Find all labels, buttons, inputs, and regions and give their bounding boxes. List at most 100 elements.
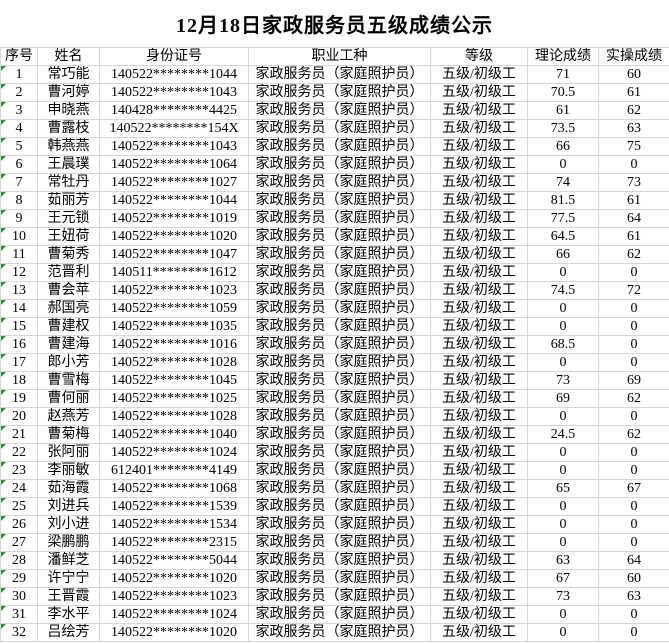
- level-cell[interactable]: 五级/初级工: [430, 587, 528, 606]
- occupation-cell[interactable]: 家政服务员（家庭照护员）: [248, 479, 431, 498]
- theory-score-cell[interactable]: 0: [527, 515, 599, 534]
- row-number-cell[interactable]: 14: [0, 299, 38, 318]
- name-cell[interactable]: 许宁宁: [37, 569, 100, 588]
- name-cell[interactable]: 曹菊秀: [37, 245, 100, 264]
- practical-score-cell[interactable]: 0: [598, 407, 669, 426]
- theory-score-cell[interactable]: 63: [527, 551, 599, 570]
- theory-score-cell[interactable]: 70.5: [527, 83, 599, 102]
- id-number-cell[interactable]: 140522********1068: [99, 479, 249, 498]
- name-cell[interactable]: 茹海霞: [37, 479, 100, 498]
- theory-score-cell[interactable]: 0: [527, 353, 599, 372]
- practical-score-cell[interactable]: 0: [598, 623, 669, 642]
- theory-score-cell[interactable]: 0: [527, 317, 599, 336]
- practical-score-cell[interactable]: 0: [598, 461, 669, 480]
- occupation-cell[interactable]: 家政服务员（家庭照护员）: [248, 515, 431, 534]
- occupation-cell[interactable]: 家政服务员（家庭照护员）: [248, 443, 431, 462]
- id-number-cell[interactable]: 140522********1019: [99, 209, 249, 228]
- row-number-cell[interactable]: 13: [0, 281, 38, 300]
- level-cell[interactable]: 五级/初级工: [430, 425, 528, 444]
- theory-score-cell[interactable]: 64.5: [527, 227, 599, 246]
- name-cell[interactable]: 赵燕芳: [37, 407, 100, 426]
- id-number-cell[interactable]: 140522********5044: [99, 551, 249, 570]
- level-cell[interactable]: 五级/初级工: [430, 83, 528, 102]
- practical-score-cell[interactable]: 0: [598, 299, 669, 318]
- id-number-cell[interactable]: 140522********154X: [99, 119, 249, 138]
- practical-score-cell[interactable]: 61: [598, 83, 669, 102]
- column-header-practical-score[interactable]: 实操成绩: [598, 47, 669, 66]
- level-cell[interactable]: 五级/初级工: [430, 317, 528, 336]
- occupation-cell[interactable]: 家政服务员（家庭照护员）: [248, 623, 431, 642]
- occupation-cell[interactable]: 家政服务员（家庭照护员）: [248, 119, 431, 138]
- id-number-cell[interactable]: 612401********4149: [99, 461, 249, 480]
- level-cell[interactable]: 五级/初级工: [430, 101, 528, 120]
- row-number-cell[interactable]: 15: [0, 317, 38, 336]
- occupation-cell[interactable]: 家政服务员（家庭照护员）: [248, 317, 431, 336]
- name-cell[interactable]: 梁鹏鹏: [37, 533, 100, 552]
- row-number-cell[interactable]: 21: [0, 425, 38, 444]
- name-cell[interactable]: 刘进兵: [37, 497, 100, 516]
- theory-score-cell[interactable]: 73: [527, 371, 599, 390]
- level-cell[interactable]: 五级/初级工: [430, 119, 528, 138]
- row-number-cell[interactable]: 11: [0, 245, 38, 264]
- name-cell[interactable]: 曹会苹: [37, 281, 100, 300]
- occupation-cell[interactable]: 家政服务员（家庭照护员）: [248, 497, 431, 516]
- column-header-id-number[interactable]: 身份证号: [99, 47, 249, 66]
- level-cell[interactable]: 五级/初级工: [430, 407, 528, 426]
- id-number-cell[interactable]: 140522********1023: [99, 587, 249, 606]
- theory-score-cell[interactable]: 74: [527, 173, 599, 192]
- occupation-cell[interactable]: 家政服务员（家庭照护员）: [248, 245, 431, 264]
- column-header-theory-score[interactable]: 理论成绩: [527, 47, 599, 66]
- row-number-cell[interactable]: 16: [0, 335, 38, 354]
- row-number-cell[interactable]: 18: [0, 371, 38, 390]
- row-number-cell[interactable]: 27: [0, 533, 38, 552]
- row-number-cell[interactable]: 17: [0, 353, 38, 372]
- occupation-cell[interactable]: 家政服务员（家庭照护员）: [248, 83, 431, 102]
- occupation-cell[interactable]: 家政服务员（家庭照护员）: [248, 191, 431, 210]
- level-cell[interactable]: 五级/初级工: [430, 461, 528, 480]
- occupation-cell[interactable]: 家政服务员（家庭照护员）: [248, 263, 431, 282]
- practical-score-cell[interactable]: 64: [598, 551, 669, 570]
- name-cell[interactable]: 范晋利: [37, 263, 100, 282]
- practical-score-cell[interactable]: 72: [598, 281, 669, 300]
- name-cell[interactable]: 郝国亮: [37, 299, 100, 318]
- theory-score-cell[interactable]: 0: [527, 623, 599, 642]
- theory-score-cell[interactable]: 81.5: [527, 191, 599, 210]
- occupation-cell[interactable]: 家政服务员（家庭照护员）: [248, 407, 431, 426]
- practical-score-cell[interactable]: 62: [598, 425, 669, 444]
- name-cell[interactable]: 曹建权: [37, 317, 100, 336]
- theory-score-cell[interactable]: 0: [527, 497, 599, 516]
- occupation-cell[interactable]: 家政服务员（家庭照护员）: [248, 353, 431, 372]
- level-cell[interactable]: 五级/初级工: [430, 263, 528, 282]
- id-number-cell[interactable]: 140428********4425: [99, 101, 249, 120]
- id-number-cell[interactable]: 140522********1043: [99, 137, 249, 156]
- id-number-cell[interactable]: 140522********1047: [99, 245, 249, 264]
- practical-score-cell[interactable]: 63: [598, 119, 669, 138]
- row-number-cell[interactable]: 23: [0, 461, 38, 480]
- occupation-cell[interactable]: 家政服务员（家庭照护员）: [248, 101, 431, 120]
- theory-score-cell[interactable]: 66: [527, 245, 599, 264]
- level-cell[interactable]: 五级/初级工: [430, 551, 528, 570]
- level-cell[interactable]: 五级/初级工: [430, 335, 528, 354]
- practical-score-cell[interactable]: 63: [598, 587, 669, 606]
- id-number-cell[interactable]: 140522********1027: [99, 173, 249, 192]
- practical-score-cell[interactable]: 61: [598, 227, 669, 246]
- row-number-cell[interactable]: 32: [0, 623, 38, 642]
- level-cell[interactable]: 五级/初级工: [430, 155, 528, 174]
- row-number-cell[interactable]: 9: [0, 209, 38, 228]
- id-number-cell[interactable]: 140522********1043: [99, 83, 249, 102]
- id-number-cell[interactable]: 140522********1059: [99, 299, 249, 318]
- level-cell[interactable]: 五级/初级工: [430, 245, 528, 264]
- row-number-cell[interactable]: 5: [0, 137, 38, 156]
- id-number-cell[interactable]: 140522********1044: [99, 65, 249, 84]
- id-number-cell[interactable]: 140522********1020: [99, 227, 249, 246]
- level-cell[interactable]: 五级/初级工: [430, 281, 528, 300]
- name-cell[interactable]: 曹建海: [37, 335, 100, 354]
- occupation-cell[interactable]: 家政服务员（家庭照护员）: [248, 137, 431, 156]
- occupation-cell[interactable]: 家政服务员（家庭照护员）: [248, 425, 431, 444]
- name-cell[interactable]: 王晨璞: [37, 155, 100, 174]
- occupation-cell[interactable]: 家政服务员（家庭照护员）: [248, 605, 431, 624]
- theory-score-cell[interactable]: 0: [527, 407, 599, 426]
- name-cell[interactable]: 申晓燕: [37, 101, 100, 120]
- level-cell[interactable]: 五级/初级工: [430, 137, 528, 156]
- row-number-cell[interactable]: 2: [0, 83, 38, 102]
